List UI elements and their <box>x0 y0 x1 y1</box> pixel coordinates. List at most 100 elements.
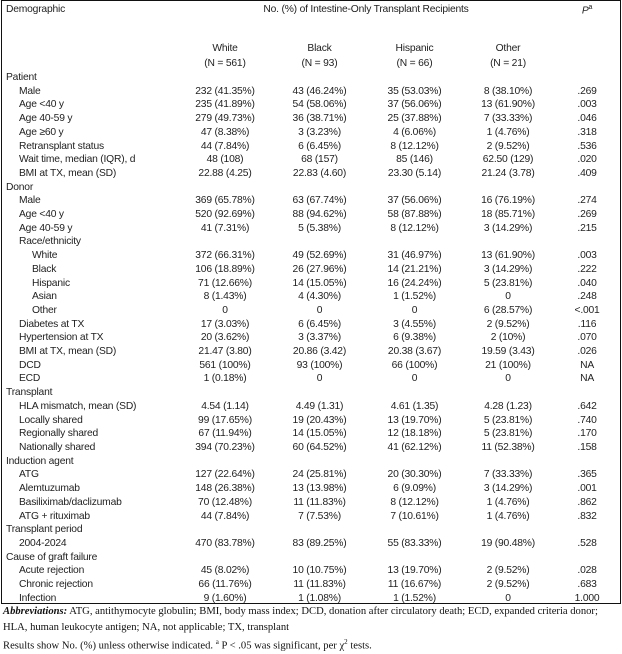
table-row: Male 369 (65.78%) 63 (67.74%) 37 (56.06%) 16… <box>2 194 620 208</box>
results-text: Results show No. (%) unless otherwise in… <box>3 640 216 652</box>
cell-p-value: NA <box>580 373 594 385</box>
cell-black: 22.83 (4.60) <box>292 167 347 179</box>
cell-p-value: .832 <box>577 510 597 522</box>
table-row: Chronic rejection 66 (11.76%) 11 (11.83%) 1… <box>2 578 620 592</box>
cell-white <box>178 71 272 85</box>
table-row: White 372 (66.31%) 49 (52.69%) 31 (46.97%) 1… <box>2 249 620 263</box>
column-hispanic: Hispanic <box>395 42 434 54</box>
row-label: Age <40 y <box>19 99 64 111</box>
cell-hispanic: 16 (24.24%) <box>387 277 442 289</box>
cell-white: 148 (26.38%) <box>195 483 255 495</box>
cell-p-value: <.001 <box>574 304 600 316</box>
cell-white: 66 (11.76%) <box>198 579 252 591</box>
cell-hispanic: 25 (37.88%) <box>387 113 442 125</box>
cell-other: 8 (38.10%) <box>483 85 533 97</box>
table-row: Diabetes at TX 17 (3.03%) 6 (6.45%) 3 (4.55… <box>2 318 620 332</box>
section-header-row: Patient <box>2 71 620 85</box>
cell-p-value <box>554 71 620 85</box>
table-row: Hispanic 71 (12.66%) 14 (15.05%) 16 (24.24%… <box>2 277 620 291</box>
cell-white <box>178 181 272 195</box>
cell-p-value: .740 <box>577 414 597 426</box>
cell-p-value: .158 <box>577 441 597 453</box>
table-row: Age 40-59 y 279 (49.73%) 36 (38.71%) 25 (37… <box>2 112 620 126</box>
cell-p-value: .269 <box>577 85 597 97</box>
table-row: BMI at TX, mean (SD) 22.88 (4.25) 22.83 (4… <box>2 167 620 181</box>
cell-p-value <box>554 551 620 565</box>
cell-white: 106 (18.89%) <box>195 263 255 275</box>
cell-white <box>178 235 272 249</box>
table-row: ATG + rituximab 44 (7.84%) 7 (7.53%) 7 (10.… <box>2 510 620 524</box>
table-row: HLA mismatch, mean (SD) 4.54 (1.14) 4.49 (… <box>2 400 620 414</box>
cell-hispanic: 4 (6.06%) <box>393 126 436 138</box>
cell-white: 70 (12.48%) <box>198 496 252 508</box>
significance-text: P < .05 was significant, per χ <box>218 640 345 652</box>
cell-black <box>272 71 367 85</box>
cell-p-value: .274 <box>577 195 597 207</box>
cell-p-value: .528 <box>577 537 597 549</box>
column-white-n: (N = 561) <box>204 58 246 69</box>
cell-hispanic: 37 (56.06%) <box>387 195 442 207</box>
cell-hispanic <box>367 551 462 565</box>
cell-white: 45 (8.02%) <box>200 565 250 577</box>
cell-black: 26 (27.96%) <box>292 263 347 275</box>
cell-p-value: 1.000 <box>574 592 600 604</box>
cell-hispanic: 20.38 (3.67) <box>387 346 442 358</box>
cell-p-value: .003 <box>577 250 597 262</box>
cell-p-value: .365 <box>577 469 597 481</box>
cell-p-value: .026 <box>577 346 597 358</box>
cell-white: 0 <box>222 304 228 316</box>
column-other: Other <box>495 42 521 54</box>
table-row: Retransplant status 44 (7.84%) 6 (6.45%) 8 … <box>2 140 620 154</box>
cell-white <box>178 455 272 469</box>
cell-black <box>272 181 367 195</box>
row-label: Male <box>19 195 41 207</box>
cell-other: 0 <box>505 373 511 385</box>
abbreviations-text: ATG, antithymocyte globulin; BMI, body m… <box>3 606 598 633</box>
row-label: Transplant <box>6 387 53 399</box>
cell-p-value: .248 <box>577 291 597 303</box>
row-label: Infection <box>19 592 57 604</box>
cell-p-value: .409 <box>577 167 597 179</box>
cell-black: 68 (157) <box>301 154 338 166</box>
column-other-n: (N = 21) <box>490 58 526 69</box>
row-label: Regionally shared <box>19 428 99 440</box>
cell-white: 394 (70.23%) <box>195 441 255 453</box>
cell-other: 19.59 (3.43) <box>481 346 535 358</box>
cell-black: 83 (89.25%) <box>292 537 347 549</box>
cell-other: 7 (33.33%) <box>483 469 533 481</box>
cell-other: 1 (4.76%) <box>486 126 530 138</box>
cell-hispanic: 85 (146) <box>396 154 433 166</box>
table-row: Age <40 y 520 (92.69%) 88 (94.62%) 58 (87.8… <box>2 208 620 222</box>
row-label: Male <box>19 85 41 97</box>
row-label: BMI at TX, mean (SD) <box>19 346 117 358</box>
cell-hispanic: 35 (53.03%) <box>387 85 442 97</box>
header-blank <box>554 40 620 56</box>
section-header-row: Donor <box>2 181 620 195</box>
cell-hispanic: 12 (18.18%) <box>387 428 442 440</box>
cell-hispanic: 13 (19.70%) <box>387 565 442 577</box>
row-label: Age <40 y <box>19 209 64 221</box>
cell-hispanic: 1 (1.52%) <box>393 291 436 303</box>
section-header-row: Transplant <box>2 386 620 400</box>
results-note: Results show No. (%) unless otherwise in… <box>3 635 619 654</box>
cell-p-value: .862 <box>577 496 597 508</box>
row-label: Basiliximab/daclizumab <box>19 496 122 508</box>
cell-white: 99 (17.65%) <box>198 414 252 426</box>
cell-other <box>462 386 554 400</box>
cell-other: 16 (76.19%) <box>481 195 535 207</box>
column-black-n: (N = 93) <box>301 58 338 69</box>
cell-other: 3 (14.29%) <box>483 263 533 275</box>
cell-white: 67 (11.94%) <box>198 428 252 440</box>
cell-other <box>462 551 554 565</box>
cell-white: 232 (41.35%) <box>195 85 255 97</box>
demographics-table: Demographic No. (%) of Intestine-Only Tr… <box>2 1 620 605</box>
table-row: Male 232 (41.35%) 43 (46.24%) 35 (53.03%) 8 … <box>2 85 620 99</box>
cell-hispanic <box>367 455 462 469</box>
cell-hispanic <box>367 181 462 195</box>
cell-black: 36 (38.71%) <box>292 113 347 125</box>
cell-white: 47 (8.38%) <box>200 126 250 138</box>
cell-other: 2 (10%) <box>490 332 526 344</box>
section-header-row: Transplant period <box>2 523 620 537</box>
cell-other: 13 (61.90%) <box>481 250 535 262</box>
cell-black: 43 (46.24%) <box>292 85 347 97</box>
